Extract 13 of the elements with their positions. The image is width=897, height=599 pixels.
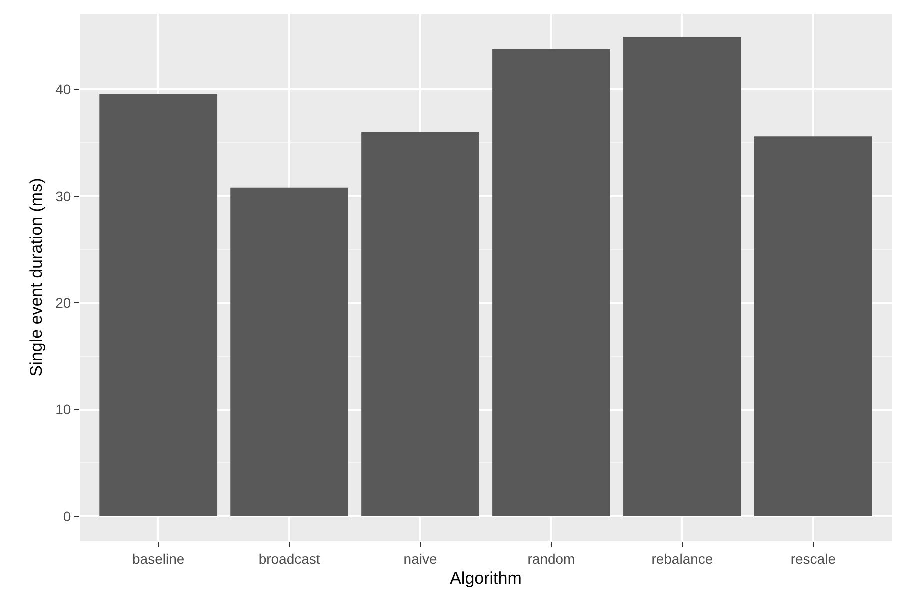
x-tick-label: naive: [404, 550, 438, 567]
x-axis-title: Algorithm: [450, 569, 522, 588]
x-tick-label: rescale: [790, 550, 836, 567]
y-tick-label: 30: [56, 188, 72, 204]
x-tick-label: random: [528, 550, 576, 567]
x-tick-label: baseline: [132, 550, 185, 567]
y-axis-title: Single event duration (ms): [27, 178, 46, 377]
x-tick-label: broadcast: [258, 550, 320, 567]
y-tick-label: 40: [56, 82, 72, 98]
y-tick-label: 10: [56, 402, 72, 418]
y-tick-label: 0: [63, 508, 72, 524]
x-tick-label: rebalance: [652, 550, 714, 567]
y-tick-label: 20: [56, 295, 72, 311]
